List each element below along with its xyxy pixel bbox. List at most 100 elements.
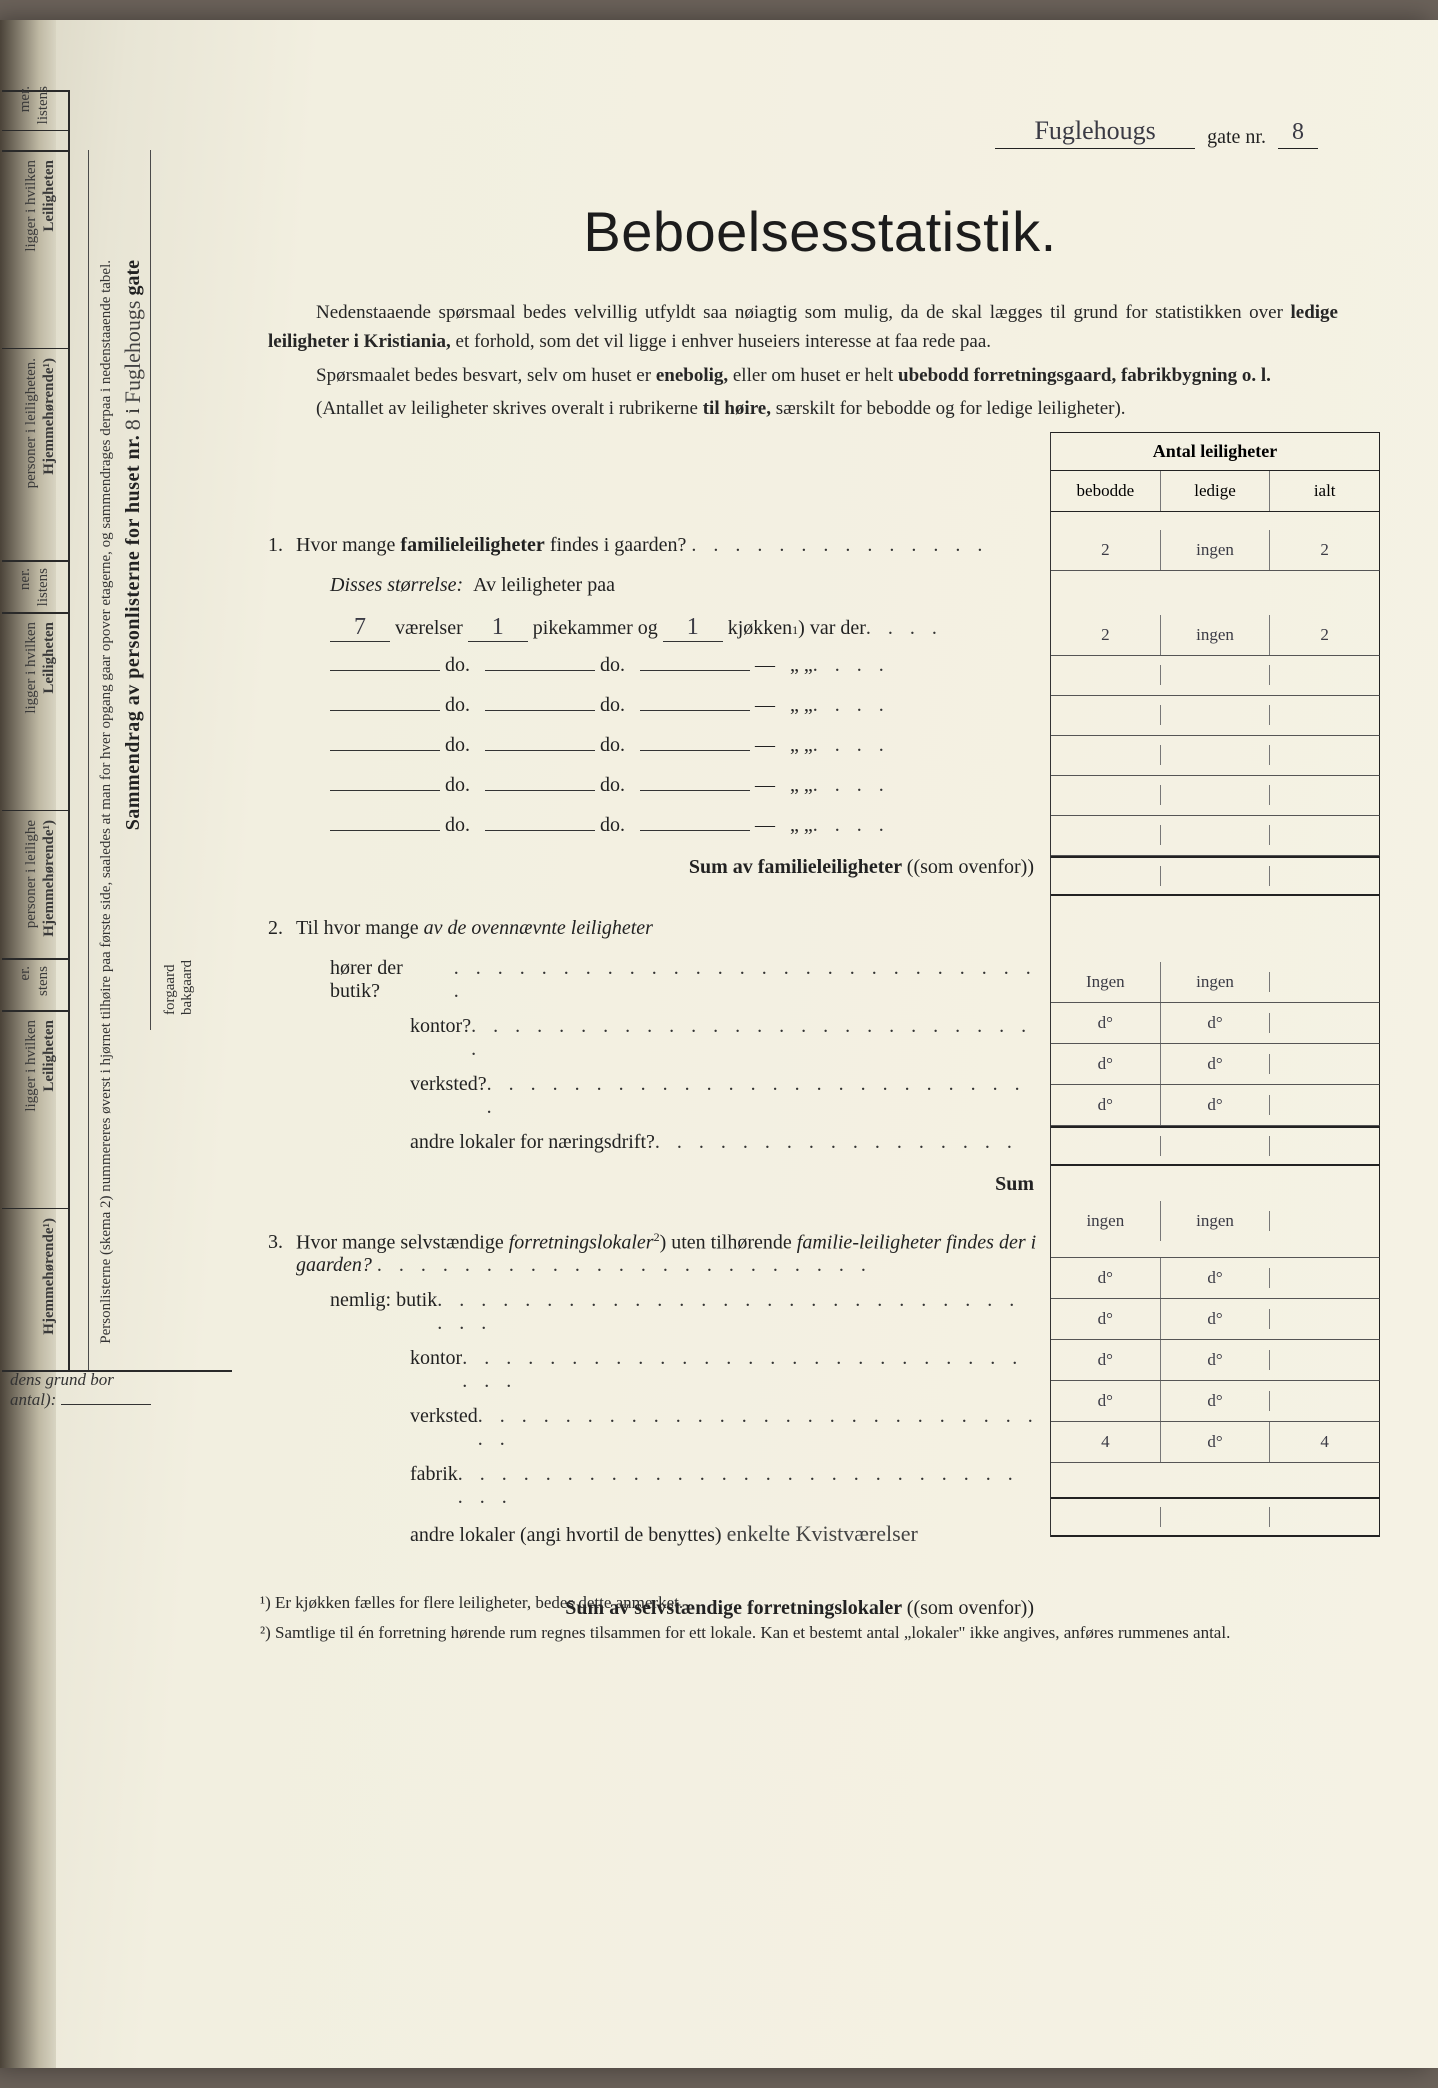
q3-ans-r4: d° d° (1051, 1381, 1380, 1422)
e6[interactable] (1269, 705, 1379, 725)
q1r5a[interactable] (330, 790, 440, 791)
q1-ans-r1: 2 ingen 2 (1051, 615, 1380, 656)
q2a4c2[interactable]: d° (1160, 1085, 1270, 1125)
e4[interactable] (1051, 705, 1160, 725)
q1r6b[interactable] (485, 830, 595, 831)
q2l3: verksted? (410, 1073, 487, 1096)
q1r6c[interactable] (640, 830, 750, 831)
q2a1c2[interactable]: ingen (1160, 962, 1270, 1002)
q3a5c2[interactable]: d° (1160, 1422, 1270, 1462)
s3[interactable] (1269, 866, 1379, 886)
q1r6a[interactable] (330, 830, 440, 831)
q2a3c3[interactable] (1269, 1054, 1379, 1074)
q1sup: 1 (792, 623, 798, 638)
q3-hand[interactable]: enkelte Kvistværelser (727, 1521, 918, 1547)
q3a3c1[interactable]: d° (1051, 1340, 1160, 1380)
s2[interactable] (1160, 866, 1270, 886)
q1-ans-r3 (1051, 696, 1380, 736)
e11[interactable] (1160, 785, 1270, 805)
q2-ans-r2: d° d° (1051, 1003, 1380, 1044)
q1r4-dots: . . . . (813, 734, 890, 757)
q1r3a[interactable] (330, 710, 440, 711)
q1a0c1[interactable]: 2 (1051, 530, 1160, 570)
q2s1[interactable] (1051, 1136, 1160, 1156)
q2a2c1[interactable]: d° (1051, 1003, 1160, 1043)
q3a3c2[interactable]: d° (1160, 1340, 1270, 1380)
q3a1c3[interactable] (1269, 1268, 1379, 1288)
q2a3c1[interactable]: d° (1051, 1044, 1160, 1084)
q3a2c2[interactable]: d° (1160, 1299, 1270, 1339)
e2[interactable] (1160, 665, 1270, 685)
q1r5-dots: . . . . (813, 774, 890, 797)
e5[interactable] (1160, 705, 1270, 725)
ans-subheader: bebodde ledige ialt (1051, 471, 1380, 512)
q2s2[interactable] (1160, 1136, 1270, 1156)
q3a0c3[interactable] (1269, 1211, 1379, 1231)
street-name-field[interactable]: Fuglehougs (995, 116, 1195, 149)
q1a0c2[interactable]: ingen (1160, 530, 1270, 570)
col-bebodde: bebodde (1051, 471, 1160, 511)
gate-nr-field[interactable]: 8 (1278, 119, 1318, 149)
q1r5b[interactable] (485, 790, 595, 791)
q3a1c2[interactable]: d° (1160, 1258, 1270, 1298)
q1r3b[interactable] (485, 710, 595, 711)
q3a2c1[interactable]: d° (1051, 1299, 1160, 1339)
e15[interactable] (1269, 825, 1379, 845)
q1r5c[interactable] (640, 790, 750, 791)
q2s3[interactable] (1269, 1136, 1379, 1156)
q1-p1[interactable]: 1 (468, 614, 528, 642)
q3a2c3[interactable] (1269, 1309, 1379, 1329)
q1d6: — (755, 814, 775, 837)
e3[interactable] (1269, 665, 1379, 685)
e13[interactable] (1051, 825, 1160, 845)
q1r4b[interactable] (485, 750, 595, 751)
q3a0c2[interactable]: ingen (1160, 1201, 1270, 1241)
e12[interactable] (1269, 785, 1379, 805)
q1a1c1[interactable]: 2 (1051, 615, 1160, 655)
ans-header: Antal leiligheter (1051, 432, 1380, 471)
e1[interactable] (1051, 665, 1160, 685)
s1[interactable] (1051, 866, 1160, 886)
q3s3[interactable] (1269, 1507, 1379, 1527)
q3-r4: fabrik . . . . . . . . . . . . . . . . .… (260, 1457, 1040, 1515)
q3a5c1[interactable]: 4 (1051, 1422, 1160, 1462)
q3a4c1[interactable]: d° (1051, 1381, 1160, 1421)
q2a1c1[interactable]: Ingen (1051, 962, 1160, 1002)
q1q2: „ „ (790, 654, 813, 677)
q2a2c3[interactable] (1269, 1013, 1379, 1033)
q1r2b[interactable] (485, 670, 595, 671)
q1-v1[interactable]: 7 (330, 614, 390, 642)
q1r2c[interactable] (640, 670, 750, 671)
stub-mer-2: ner. (16, 568, 36, 590)
q1a1c2[interactable]: ingen (1160, 615, 1270, 655)
e9[interactable] (1269, 745, 1379, 765)
page-title: Beboelsesstatistik. (260, 199, 1380, 264)
e10[interactable] (1051, 785, 1160, 805)
q3s1[interactable] (1051, 1507, 1160, 1527)
e14[interactable] (1160, 825, 1270, 845)
q1-k1[interactable]: 1 (663, 614, 723, 642)
q1r4a[interactable] (330, 750, 440, 751)
q2a4c3[interactable] (1269, 1095, 1379, 1115)
q1r2a[interactable] (330, 670, 440, 671)
q3a0c1[interactable]: ingen (1051, 1201, 1160, 1241)
q3a4c2[interactable]: d° (1160, 1381, 1270, 1421)
q3a1c1[interactable]: d° (1051, 1258, 1160, 1298)
q2a4c1[interactable]: d° (1051, 1085, 1160, 1125)
q2a2c2[interactable]: d° (1160, 1003, 1270, 1043)
q1r3c[interactable] (640, 710, 750, 711)
gate-label: gate nr. (1207, 126, 1266, 149)
q2a1c3[interactable] (1269, 972, 1379, 992)
q3a3c3[interactable] (1269, 1350, 1379, 1370)
q3a5c3[interactable]: 4 (1269, 1422, 1379, 1462)
q1a0c3[interactable]: 2 (1269, 530, 1379, 570)
fg2: bakgaard (179, 960, 195, 1015)
q3a4c3[interactable] (1269, 1391, 1379, 1411)
e8[interactable] (1160, 745, 1270, 765)
q1r4c[interactable] (640, 750, 750, 751)
q1a1c3[interactable]: 2 (1269, 615, 1379, 655)
q2a3c2[interactable]: d° (1160, 1044, 1270, 1084)
q3-line: 3. Hvor mange selvstændige forretningslo… (260, 1224, 1040, 1284)
e7[interactable] (1051, 745, 1160, 765)
q3s2[interactable] (1160, 1507, 1270, 1527)
